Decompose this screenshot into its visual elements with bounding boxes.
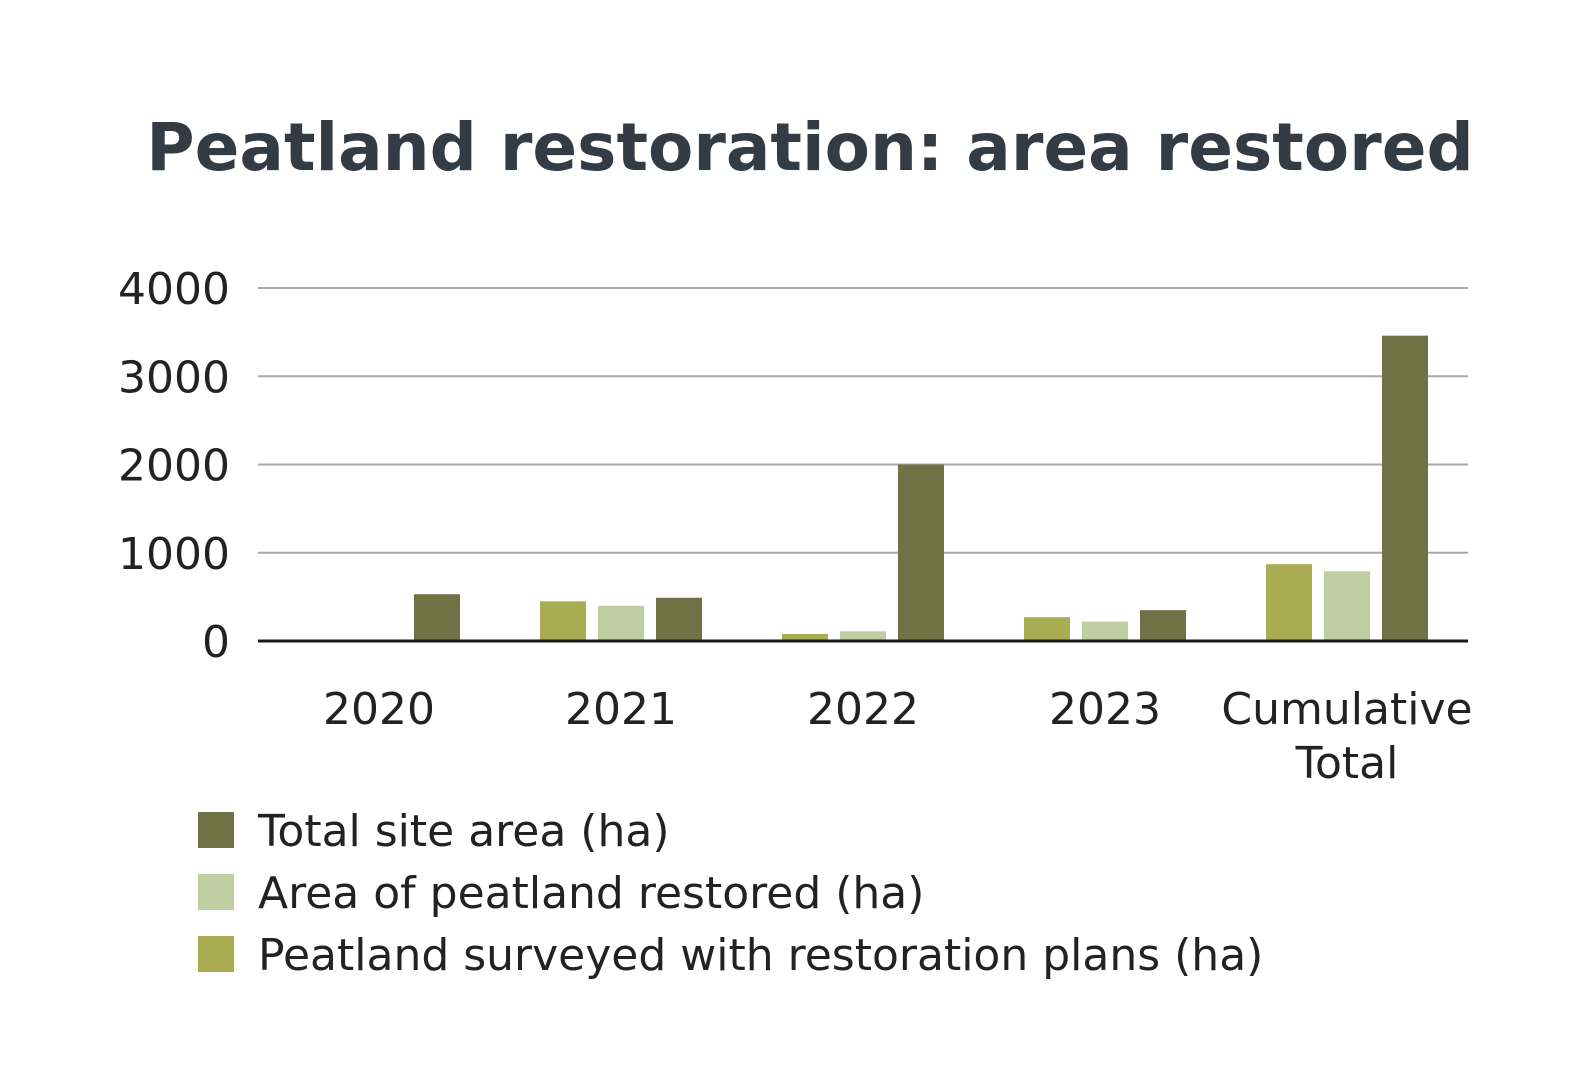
bar bbox=[656, 597, 702, 641]
x-tick-label: 2022 bbox=[807, 684, 919, 735]
x-tick-label: 2023 bbox=[1049, 684, 1161, 735]
legend-swatch bbox=[198, 812, 234, 848]
gridlines bbox=[258, 287, 1468, 554]
bar bbox=[782, 633, 828, 641]
y-axis-ticks: 4000 3000 2000 1000 0 bbox=[118, 264, 230, 668]
bars bbox=[414, 335, 1428, 641]
x-tick-label: Cumulative Total bbox=[1221, 684, 1472, 789]
bar bbox=[1140, 610, 1186, 641]
x-tick-label: 2021 bbox=[565, 684, 677, 735]
bar bbox=[1324, 571, 1370, 641]
bar bbox=[1266, 564, 1312, 641]
bar bbox=[1082, 621, 1128, 641]
bar bbox=[540, 601, 586, 641]
bar bbox=[840, 631, 886, 641]
legend-label: Area of peatland restored (ha) bbox=[258, 868, 924, 919]
legend-swatch bbox=[198, 936, 234, 972]
bar bbox=[898, 464, 944, 641]
y-tick-label: 4000 bbox=[118, 264, 230, 315]
bar bbox=[414, 594, 460, 641]
legend-label: Total site area (ha) bbox=[257, 806, 670, 857]
y-tick-label: 3000 bbox=[118, 352, 230, 403]
legend-label: Peatland surveyed with restoration plans… bbox=[258, 930, 1263, 981]
bar bbox=[598, 605, 644, 641]
y-tick-label: 2000 bbox=[118, 441, 230, 492]
x-axis-ticks: 2020 2021 2022 2023 Cumulative Total bbox=[323, 684, 1473, 789]
bar bbox=[1382, 335, 1428, 641]
y-tick-label: 1000 bbox=[118, 529, 230, 580]
bar bbox=[1024, 617, 1070, 641]
chart-title: Peatland restoration: area restored bbox=[146, 109, 1473, 186]
y-tick-label: 0 bbox=[202, 617, 230, 668]
x-tick-label: 2020 bbox=[323, 684, 435, 735]
legend: Total site area (ha) Area of peatland res… bbox=[198, 806, 1263, 981]
legend-swatch bbox=[198, 874, 234, 910]
